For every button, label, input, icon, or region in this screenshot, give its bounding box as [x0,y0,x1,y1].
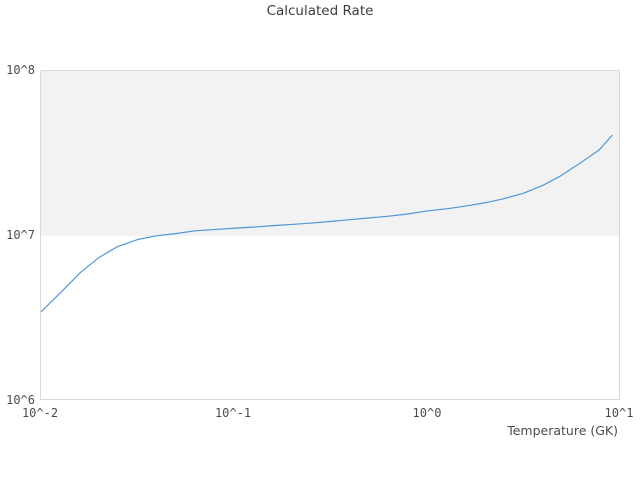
y-tick-label-1e6: 10^6 [6,393,35,407]
plot-area [40,70,620,400]
x-tick-label-1e-2: 10^-2 [21,406,59,420]
y-tick-label-1e8: 10^8 [6,63,35,77]
x-tick-label-1e1: 10^1 [604,406,634,420]
x-tick-label-1e-1: 10^-1 [214,406,252,420]
rate-curve [41,134,613,313]
chart-title: Calculated Rate [266,3,374,19]
log-decade-band [41,71,619,236]
x-tick-label-1e0: 10^0 [412,406,442,420]
x-axis-title: Temperature (GK) [507,423,618,438]
y-tick-label-1e7: 10^7 [6,228,35,242]
